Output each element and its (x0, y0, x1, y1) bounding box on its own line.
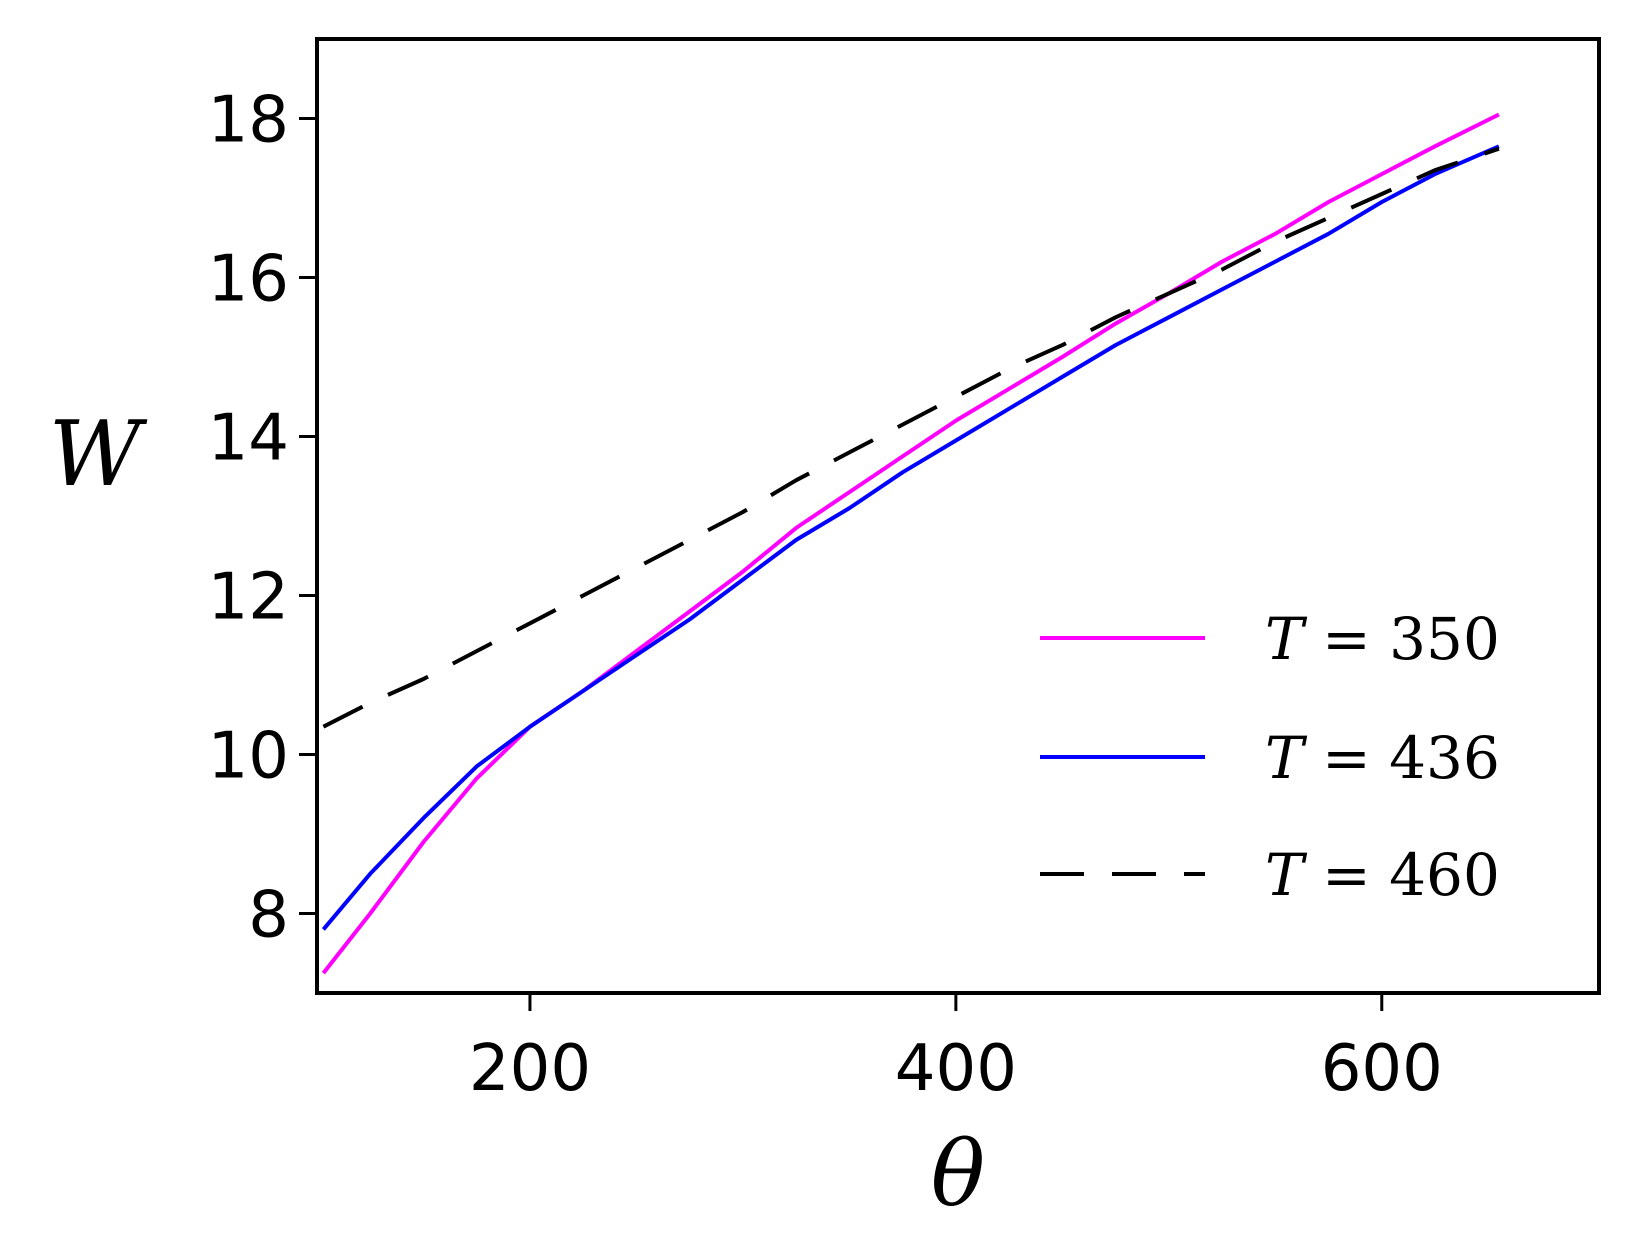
y-tick-label: 16 (208, 243, 289, 317)
legend-label-1: T = 350 (1265, 605, 1500, 673)
series-line-3 (322, 146, 1500, 729)
y-tick-label: 12 (208, 561, 289, 635)
series-line-1 (321, 112, 1500, 975)
legend-label-3: T = 460 (1265, 841, 1500, 909)
y-tick-label: 10 (208, 720, 289, 794)
x-axis: 200 400 600 (469, 993, 1443, 1106)
y-tick-label: 8 (248, 879, 289, 953)
y-axis: 8 10 12 14 16 18 (208, 84, 317, 953)
plot-frame (315, 37, 1601, 995)
legend-label-2: T = 436 (1265, 724, 1500, 792)
legend: T = 350 T = 436 T = 460 (1040, 605, 1500, 909)
series-layer (321, 112, 1500, 975)
y-tick-label: 14 (208, 402, 289, 476)
y-axis-label: W (49, 402, 148, 507)
x-tick-label: 400 (895, 1032, 1017, 1106)
x-tick-label: 200 (469, 1032, 591, 1106)
x-tick-label: 600 (1321, 1032, 1443, 1106)
y-tick-label: 18 (208, 84, 289, 158)
x-axis-label: θ (931, 1122, 985, 1227)
series-line-2 (321, 144, 1500, 931)
